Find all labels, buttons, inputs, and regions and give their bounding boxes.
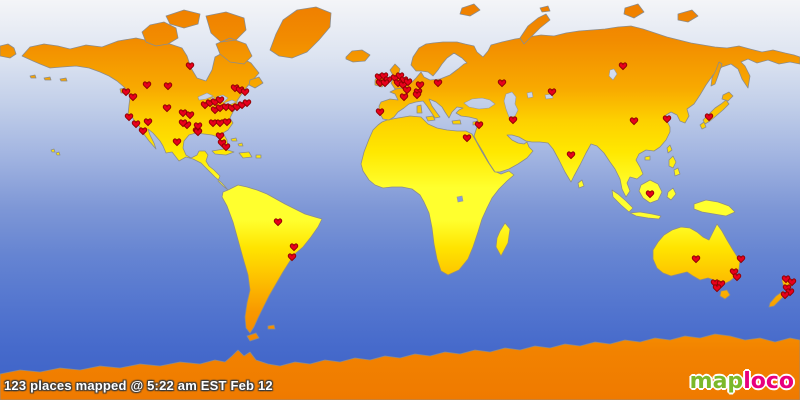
arctic-islands-canada: [141, 9, 253, 65]
continent-africa: [360, 115, 515, 276]
continent-antarctica: [0, 333, 800, 400]
caspian-sea: [503, 91, 519, 118]
greenland: [269, 6, 332, 59]
sakhalin: [710, 61, 723, 87]
lake-baikal: [608, 68, 618, 81]
taiwan-hainan: [644, 144, 673, 161]
aleutian-islands: [29, 74, 68, 82]
arctic-islands-russia: [459, 3, 699, 45]
philippines: [668, 155, 681, 177]
iceland: [345, 49, 371, 63]
maploco-logo[interactable]: maploco: [690, 371, 794, 393]
indonesia: [611, 179, 677, 220]
lake-victoria: [456, 195, 464, 203]
bering-wrap-land: [0, 43, 17, 59]
lakes: [197, 68, 618, 203]
tierra-del-fuego: [246, 332, 260, 342]
black-sea: [463, 97, 496, 110]
mediterranean-islands: [416, 104, 480, 126]
new-guinea: [693, 199, 736, 217]
sri-lanka: [577, 179, 585, 189]
continent-south-america: [221, 184, 323, 334]
newfoundland: [248, 76, 264, 89]
aral-balkhash-lakes: [526, 91, 554, 100]
continent-eurasia: [378, 25, 800, 198]
caribbean-islands: [211, 137, 262, 159]
continent-australia: [652, 223, 741, 286]
landmasses: [0, 3, 800, 400]
map-caption: 123 places mapped @ 5:22 am EST Feb 12: [4, 378, 273, 393]
madagascar: [495, 222, 511, 257]
hawaii-islands: [50, 148, 61, 156]
logo-loco-text: loco: [743, 369, 794, 394]
tasmania: [719, 289, 731, 300]
falkland-islands: [267, 324, 276, 330]
logo-map-text: map: [689, 369, 744, 394]
